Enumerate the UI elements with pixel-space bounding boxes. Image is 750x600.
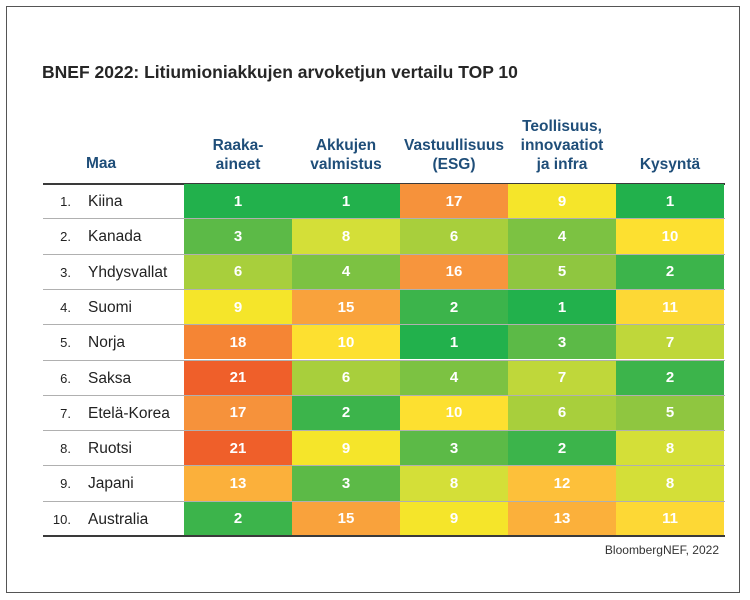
country-label: Japani [88, 475, 134, 493]
heatmap-cell: 5 [616, 395, 724, 431]
heatmap-cell: 2 [616, 360, 724, 395]
column-header-5: Kysyntä [616, 155, 724, 174]
row-divider [43, 218, 725, 220]
heatmap-cell: 1 [508, 289, 616, 325]
heatmap-cell: 1 [400, 325, 508, 360]
heatmap-cell: 21 [184, 431, 292, 466]
column-header-line: (ESG) [432, 156, 476, 173]
country-label: Norja [88, 334, 126, 352]
heatmap-cell: 3 [292, 466, 400, 501]
row-divider [43, 253, 725, 255]
heatmap-cell: 17 [184, 395, 292, 431]
heatmap-cell: 7 [616, 325, 724, 360]
row-divider [43, 465, 725, 467]
heatmap-cell: 10 [616, 219, 724, 254]
country-label: Etelä-Korea [88, 404, 170, 422]
heatmap-cell: 8 [616, 466, 724, 501]
bottom-rule [43, 535, 725, 537]
heatmap-cell: 6 [184, 254, 292, 289]
rank-label: 1. [60, 194, 71, 209]
column-header-line: ja infra [536, 156, 588, 173]
column-header-line: Kysyntä [639, 156, 701, 173]
column-header-2: Akkujen valmistus [292, 136, 400, 174]
column-header-3: Vastuullisuus (ESG) [400, 136, 508, 174]
heatmap-cell: 2 [508, 431, 616, 466]
chart-title: BNEF 2022: Litiumioniakkujen arvoketjun … [42, 62, 518, 82]
rank-label: 3. [60, 264, 71, 280]
heatmap-cell: 16 [400, 254, 508, 289]
heatmap-cell: 2 [400, 289, 508, 325]
country-label: Suomi [88, 298, 132, 316]
heatmap-cell: 5 [508, 254, 616, 289]
heatmap-cell: 3 [508, 325, 616, 360]
heatmap-cell: 3 [184, 219, 292, 254]
heatmap-cell: 1 [292, 184, 400, 219]
country-label: Australia [88, 510, 149, 528]
heatmap-cell: 17 [400, 184, 508, 219]
heatmap-cell: 10 [400, 395, 508, 431]
row-divider [43, 500, 725, 502]
heatmap-cell: 4 [508, 219, 616, 254]
country-label: Saksa [88, 369, 132, 387]
heatmap-cell: 13 [508, 501, 616, 536]
source-note: BloombergNEF, 2022 [604, 543, 719, 557]
column-header-1: Raaka-aineet [184, 136, 292, 174]
heatmap-cell: 6 [508, 395, 616, 431]
heatmap-cell: 13 [184, 466, 292, 501]
column-header-line: Akkujen [315, 137, 377, 154]
heatmap-cell: 4 [400, 360, 508, 395]
heatmap-cell: 3 [400, 431, 508, 466]
column-header-line: Teollisuus, [522, 118, 602, 135]
heatmap-cell: 10 [292, 325, 400, 360]
heatmap-cell: 18 [184, 325, 292, 360]
heatmap-cell: 6 [400, 219, 508, 254]
column-header-line: Vastuullisuus [404, 137, 504, 154]
heatmap-cell: 9 [292, 431, 400, 466]
column-header-line: aineet [215, 156, 261, 173]
heatmap-cell: 21 [184, 360, 292, 395]
row-divider [43, 324, 725, 326]
column-header-line: innovaatiot [520, 137, 604, 154]
heatmap-cell: 12 [508, 466, 616, 501]
heatmap-cell: 9 [184, 289, 292, 325]
rank-label: 9. [60, 476, 71, 492]
rank-label: 8. [60, 441, 71, 457]
row-divider [43, 430, 725, 432]
heatmap-cell: 2 [616, 254, 724, 289]
country-label: Kanada [88, 228, 142, 246]
heatmap-cell: 11 [616, 289, 724, 325]
rank-label: 4. [60, 299, 71, 315]
country-label: Ruotsi [88, 440, 132, 458]
heatmap-cell: 15 [292, 289, 400, 325]
heatmap-cell: 11 [616, 501, 724, 536]
heatmap-cell: 1 [616, 184, 724, 219]
heatmap-cell: 2 [184, 501, 292, 536]
heatmap-cell: 4 [292, 254, 400, 289]
heatmap-cell: 6 [292, 360, 400, 395]
country-label: Kiina [88, 193, 123, 210]
heatmap-cell: 1 [184, 184, 292, 219]
row-divider [43, 288, 725, 290]
heatmap-cell: 9 [508, 184, 616, 219]
heatmap-cell: 8 [616, 431, 724, 466]
row-divider [43, 359, 725, 361]
rank-label: 5. [60, 335, 71, 351]
heatmap-cell: 2 [292, 395, 400, 431]
heatmap-cell: 15 [292, 501, 400, 536]
heatmap-cell: 8 [292, 219, 400, 254]
heatmap-cell: 8 [400, 466, 508, 501]
row-header: Maa [86, 155, 117, 172]
rank-label: 10. [52, 511, 71, 527]
rank-label: 7. [60, 405, 71, 421]
column-header-line: Raaka- [212, 137, 264, 154]
column-header-4: Teollisuus, innovaatiot ja infra [508, 117, 616, 174]
row-divider [43, 394, 725, 396]
rank-label: 6. [60, 370, 71, 386]
heatmap-cell: 7 [508, 360, 616, 395]
column-header-line: valmistus [310, 156, 382, 173]
rank-label: 2. [60, 229, 71, 245]
country-label: Yhdysvallat [88, 263, 168, 281]
heatmap-cell: 9 [400, 501, 508, 536]
